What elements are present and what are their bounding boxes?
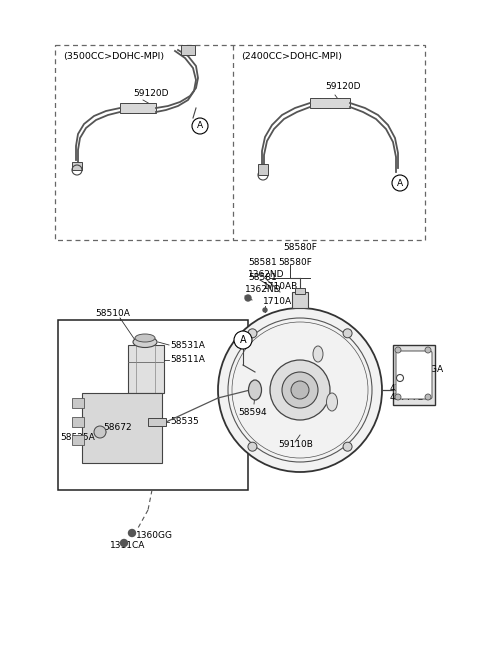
Text: 58594: 58594 bbox=[238, 408, 266, 417]
Bar bbox=[72, 162, 82, 170]
Bar bbox=[72, 417, 84, 427]
Text: A: A bbox=[197, 121, 203, 131]
Bar bbox=[181, 45, 195, 55]
Circle shape bbox=[343, 329, 352, 338]
Circle shape bbox=[282, 372, 318, 408]
Circle shape bbox=[245, 295, 251, 301]
Text: 1360GG: 1360GG bbox=[136, 531, 173, 539]
Text: 58510A: 58510A bbox=[95, 309, 130, 318]
Text: 58580F: 58580F bbox=[278, 258, 312, 267]
Circle shape bbox=[425, 347, 431, 353]
Ellipse shape bbox=[249, 380, 262, 400]
Circle shape bbox=[291, 381, 309, 399]
Circle shape bbox=[120, 539, 128, 546]
Circle shape bbox=[248, 442, 257, 451]
Text: 58531A: 58531A bbox=[170, 342, 205, 350]
Text: 43779A: 43779A bbox=[390, 384, 425, 393]
Circle shape bbox=[395, 347, 401, 353]
Text: 58511A: 58511A bbox=[170, 356, 205, 365]
Text: 1710AB: 1710AB bbox=[263, 297, 298, 306]
FancyBboxPatch shape bbox=[396, 351, 432, 399]
Bar bbox=[128, 345, 164, 393]
Text: 1362ND: 1362ND bbox=[245, 285, 281, 294]
Bar bbox=[58, 320, 248, 490]
Ellipse shape bbox=[326, 393, 337, 411]
Bar bbox=[148, 418, 166, 426]
Circle shape bbox=[129, 529, 135, 537]
Text: 59120D: 59120D bbox=[325, 82, 360, 91]
Circle shape bbox=[192, 118, 208, 134]
Text: 1311CA: 1311CA bbox=[110, 541, 145, 550]
Text: 58535: 58535 bbox=[170, 417, 199, 426]
Text: A: A bbox=[397, 178, 403, 188]
Text: 1362ND: 1362ND bbox=[248, 270, 285, 279]
Text: 59120D: 59120D bbox=[133, 89, 168, 98]
Bar bbox=[292, 292, 308, 308]
Bar bbox=[258, 164, 268, 175]
Text: 43777B: 43777B bbox=[390, 393, 425, 402]
Bar bbox=[72, 435, 84, 445]
Text: 58580F: 58580F bbox=[283, 243, 317, 252]
Bar bbox=[310, 98, 350, 108]
Circle shape bbox=[218, 308, 382, 472]
Ellipse shape bbox=[133, 337, 157, 348]
Bar bbox=[55, 45, 425, 240]
Text: 58525A: 58525A bbox=[60, 434, 95, 443]
Circle shape bbox=[395, 394, 401, 400]
Text: 58581: 58581 bbox=[248, 273, 277, 282]
Bar bbox=[295, 288, 305, 294]
Circle shape bbox=[263, 308, 267, 312]
Bar bbox=[393, 345, 435, 405]
Text: A: A bbox=[240, 335, 246, 345]
Circle shape bbox=[392, 175, 408, 191]
Circle shape bbox=[270, 360, 330, 420]
Text: (3500CC>DOHC-MPI): (3500CC>DOHC-MPI) bbox=[63, 52, 164, 61]
Circle shape bbox=[94, 426, 106, 438]
Bar bbox=[120, 103, 156, 113]
Circle shape bbox=[234, 331, 252, 349]
Bar bbox=[82, 393, 162, 463]
Text: (2400CC>DOHC-MPI): (2400CC>DOHC-MPI) bbox=[241, 52, 342, 61]
Text: 58581: 58581 bbox=[248, 258, 277, 267]
Text: 1339GA: 1339GA bbox=[408, 365, 444, 375]
Bar bbox=[72, 398, 84, 408]
Text: 1710AB: 1710AB bbox=[263, 282, 298, 291]
Circle shape bbox=[425, 394, 431, 400]
Ellipse shape bbox=[313, 346, 323, 362]
Text: 58672: 58672 bbox=[103, 424, 132, 432]
Text: 59110B: 59110B bbox=[278, 440, 313, 449]
Circle shape bbox=[343, 442, 352, 451]
Circle shape bbox=[248, 329, 257, 338]
Ellipse shape bbox=[135, 334, 155, 342]
